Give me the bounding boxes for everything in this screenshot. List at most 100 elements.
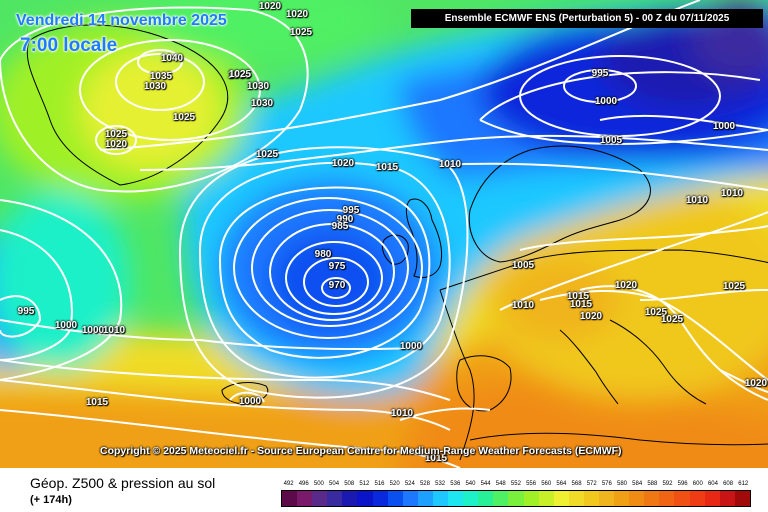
isobar-label: 1015 <box>375 162 399 173</box>
field-greenland-north <box>140 0 380 60</box>
isobar-label: 975 <box>328 261 346 272</box>
colorbar-swatch <box>598 491 615 506</box>
colorbar-swatch <box>417 491 433 506</box>
isobar-label: 985 <box>331 221 349 232</box>
colorbar-tick-label: 608 <box>723 481 734 487</box>
isobar-1020-eu <box>579 285 768 401</box>
isobar-label: 1000 <box>399 341 423 352</box>
valid-time: 7:00 locale <box>20 35 118 56</box>
isobar-label: 1000 <box>712 121 736 132</box>
isobar-label: 1030 <box>250 98 274 109</box>
isobar-1000-norway <box>599 114 768 131</box>
colorbar-swatch <box>342 491 358 506</box>
colorbar-swatch <box>478 491 494 506</box>
isobar-1020-jet <box>99 0 701 151</box>
isobar-980 <box>285 241 383 315</box>
geopotential-map <box>0 0 768 468</box>
colorbar-tick-label: 500 <box>313 481 324 487</box>
lead-time-label: (+ 174h) <box>30 494 72 506</box>
colorbar-swatch <box>327 491 343 506</box>
isobar-label: 1010 <box>685 195 709 206</box>
isobar-label: 1025 <box>660 314 684 325</box>
isobar-1000-iceland <box>229 391 265 403</box>
field-alps <box>500 260 620 340</box>
colorbar-tick-label: 572 <box>586 481 597 487</box>
isobar-label: 1030 <box>143 81 167 92</box>
isobar-1020-turkey <box>719 369 768 393</box>
colorbar-swatch <box>704 491 720 506</box>
colorbar-swatch <box>734 491 750 506</box>
colorbar-swatch <box>568 491 584 506</box>
colorbar-swatch <box>629 491 645 506</box>
coast-italy <box>559 329 619 405</box>
isobar-label: 1035 <box>149 71 173 82</box>
isobar-label: 1020 <box>579 311 603 322</box>
colorbar-tick-label: 552 <box>510 481 521 487</box>
isobar-1000-low <box>218 186 431 359</box>
field-iberia-orange <box>397 376 768 468</box>
colorbar-tick-label: 496 <box>298 481 309 487</box>
isobar-995-west <box>0 295 42 338</box>
isobar-1010-jet <box>439 162 768 191</box>
isobar-label: 1005 <box>511 260 535 271</box>
parameter-label: Géop. Z500 & pression au sol <box>30 475 216 491</box>
isobar-1005-low <box>198 161 451 379</box>
isobar-1010-med <box>399 407 491 421</box>
colorbar-tick-label: 540 <box>465 481 476 487</box>
colorbar-tick-label: 512 <box>359 481 370 487</box>
isobar-label: 1010 <box>511 300 535 311</box>
isobar-1005-eu <box>519 225 768 251</box>
isobar-975 <box>303 257 369 307</box>
colorbar-legend <box>281 490 751 507</box>
isobar-label: 970 <box>328 280 346 291</box>
isobar-label: 1000 <box>81 325 105 336</box>
isobar-label: 1010 <box>102 325 126 336</box>
coast-continent <box>439 249 768 461</box>
isobar-985 <box>269 223 395 321</box>
isobar-label: 1005 <box>599 135 623 146</box>
isobar-label: 1000 <box>238 396 262 407</box>
isobar-label: 1020 <box>331 158 355 169</box>
isobar-1015-jet <box>139 134 768 171</box>
colorbar-tick-label: 592 <box>662 481 673 487</box>
colorbar-tick-label: 548 <box>495 481 506 487</box>
colorbar-tick-label: 504 <box>329 481 340 487</box>
isobar-lines <box>0 0 768 468</box>
isobar-1010-low <box>178 146 469 399</box>
colorbar-swatch <box>614 491 630 506</box>
colorbar-tick-label: 536 <box>450 481 461 487</box>
isobar-label: 1025 <box>104 129 128 140</box>
colorbar-swatch <box>372 491 388 506</box>
colorbar-swatch <box>463 491 479 506</box>
colorbar-swatch <box>402 491 418 506</box>
colorbar-swatch <box>659 491 675 506</box>
isobar-label: 1030 <box>227 70 251 81</box>
copyright-notice: Copyright © 2025 Meteociel.fr - Source E… <box>100 445 622 457</box>
isobar-label: 1020 <box>744 378 768 389</box>
isobar-990 <box>251 209 409 327</box>
coast-greenland <box>26 24 229 186</box>
isobar-1005-s <box>0 359 451 401</box>
colorbar-tick-label: 612 <box>738 481 749 487</box>
colorbar-tick-label: 544 <box>480 481 491 487</box>
coast-ireland <box>381 234 409 265</box>
colorbar-swatch <box>644 491 660 506</box>
isobar-970 <box>321 277 351 299</box>
isobar-label: 1010 <box>390 408 414 419</box>
isobar-label: 1020 <box>258 1 282 12</box>
colorbar-swatch <box>297 491 313 506</box>
colorbar-tick-label: 556 <box>526 481 537 487</box>
isobar-label: 1025 <box>722 281 746 292</box>
isobar-1000-west <box>0 229 73 361</box>
isobar-label: 980 <box>314 249 332 260</box>
isobar-label: 990 <box>336 214 354 225</box>
isobar-1035 <box>115 53 205 111</box>
isobar-label: 1000 <box>54 320 78 331</box>
isobar-label: 995 <box>591 68 609 79</box>
colorbar-swatch <box>493 491 509 506</box>
colorbar-tick-labels: 492 496 500 504 508 512 516 520 524 528 532 536 540 5… <box>281 479 751 489</box>
isobar-1025-gr <box>95 125 137 155</box>
colorbar-tick-label: 576 <box>601 481 612 487</box>
colorbar-swatch <box>357 491 373 506</box>
colorbar-swatch <box>508 491 524 506</box>
